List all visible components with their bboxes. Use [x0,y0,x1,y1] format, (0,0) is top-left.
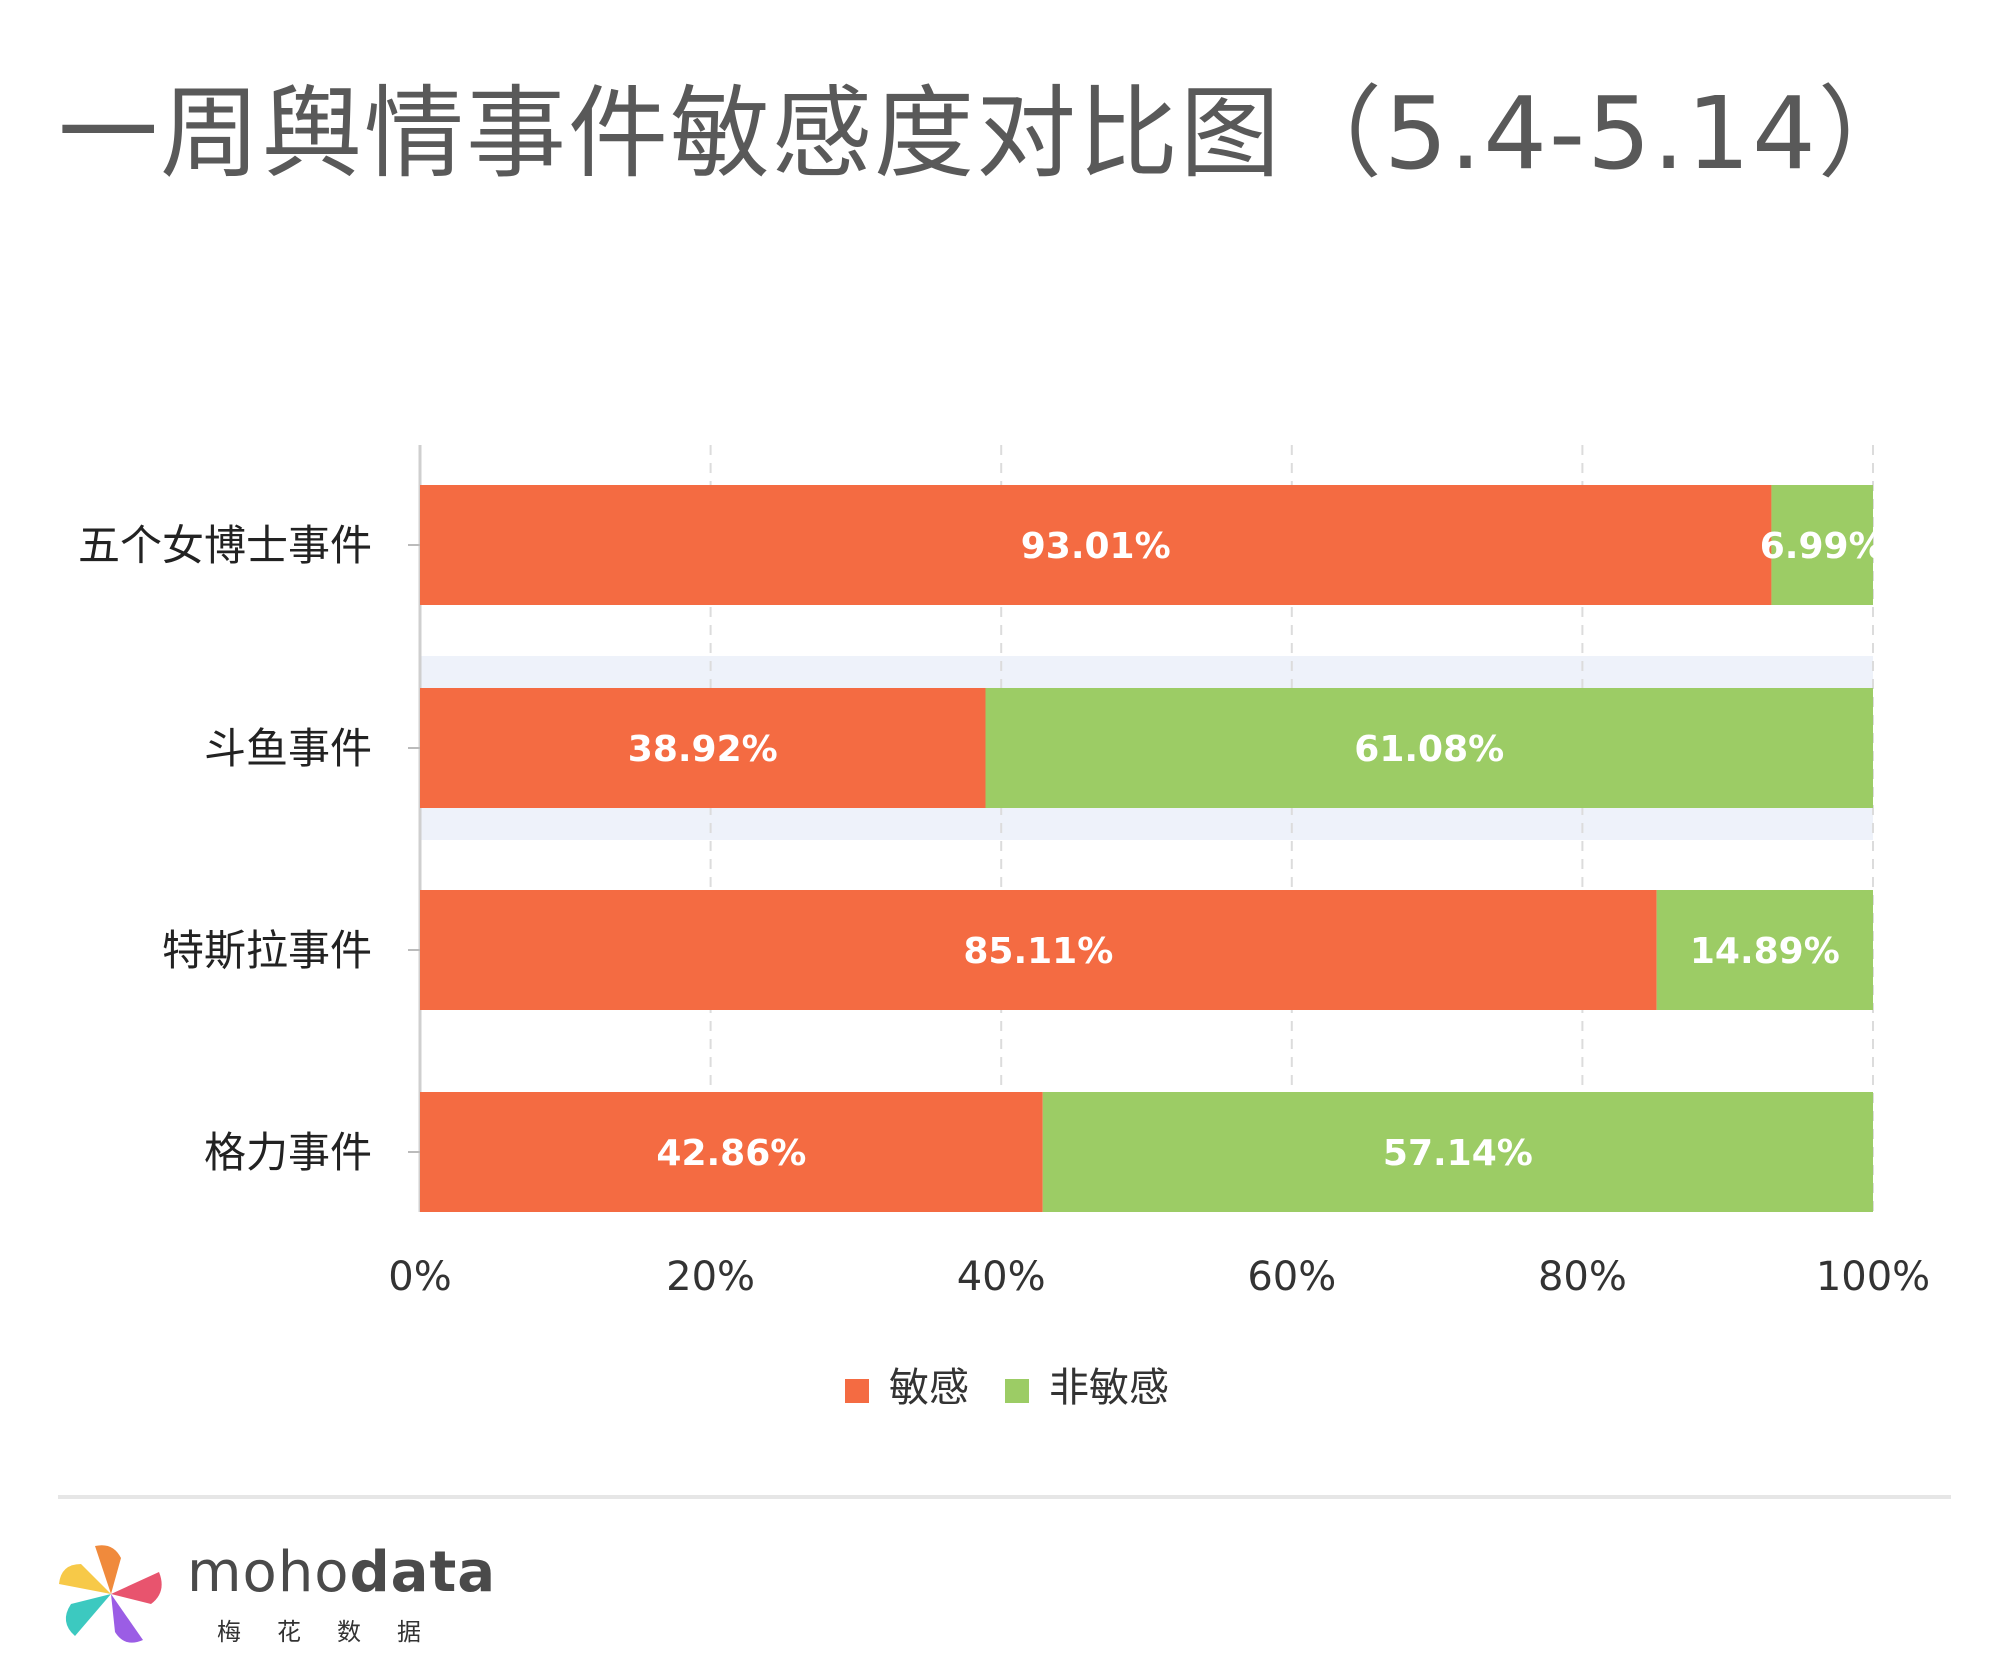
x-tick-label: 60% [1247,1254,1336,1300]
data-label: 61.08% [1354,729,1504,770]
data-label: 42.86% [656,1133,806,1174]
label-layer: 93.01% 6.99% 38.92% 61.08% 85.11% 14.89% 42.86… [628,526,1885,1174]
x-tick-label: 40% [957,1254,1046,1300]
legend-item[interactable]: 非敏感 [1005,1365,1169,1411]
legend-swatch [845,1379,869,1403]
data-label: 93.01% [1021,526,1171,567]
bar-layer [420,485,1873,1212]
category-label: 五个女博士事件 [78,521,372,570]
bar-non-sensitive [1771,485,1873,605]
bar-sensitive [420,485,1772,605]
category-label: 特斯拉事件 [162,926,372,975]
bar-sensitive [420,1092,1043,1212]
brand-name: mohodata [187,1540,497,1605]
data-label: 85.11% [963,931,1113,972]
category-label: 斗鱼事件 [204,724,372,773]
bar-non-sensitive [985,688,1873,808]
brand-logo: mohodata 梅花数据 [55,1538,495,1648]
x-tick-label: 20% [666,1254,755,1300]
bar-sensitive [420,890,1657,1010]
legend-label: 非敏感 [1049,1365,1169,1411]
pinwheel-logo-icon [59,1545,162,1643]
data-label: 14.89% [1690,931,1840,972]
legend[interactable]: 敏感 非敏感 [845,1365,1169,1411]
x-tick-label: 80% [1538,1254,1627,1300]
data-label: 6.99% [1760,526,1885,567]
bar-non-sensitive [1656,890,1873,1010]
legend-label: 敏感 [889,1365,969,1411]
chart-title: 一周舆情事件敏感度对比图（5.4-5.14） [58,75,1920,192]
data-label: 38.92% [628,729,778,770]
legend-swatch [1005,1379,1029,1403]
bar-sensitive [420,688,986,808]
x-tick-label: 0% [388,1254,451,1300]
legend-item[interactable]: 敏感 [845,1365,969,1411]
category-label: 格力事件 [204,1128,372,1177]
brand-subtitle: 梅花数据 [217,1618,457,1646]
x-tick-label: 100% [1816,1254,1930,1300]
data-label: 57.14% [1383,1133,1533,1174]
bar-non-sensitive [1042,1092,1873,1212]
footer-divider [58,1495,1951,1499]
